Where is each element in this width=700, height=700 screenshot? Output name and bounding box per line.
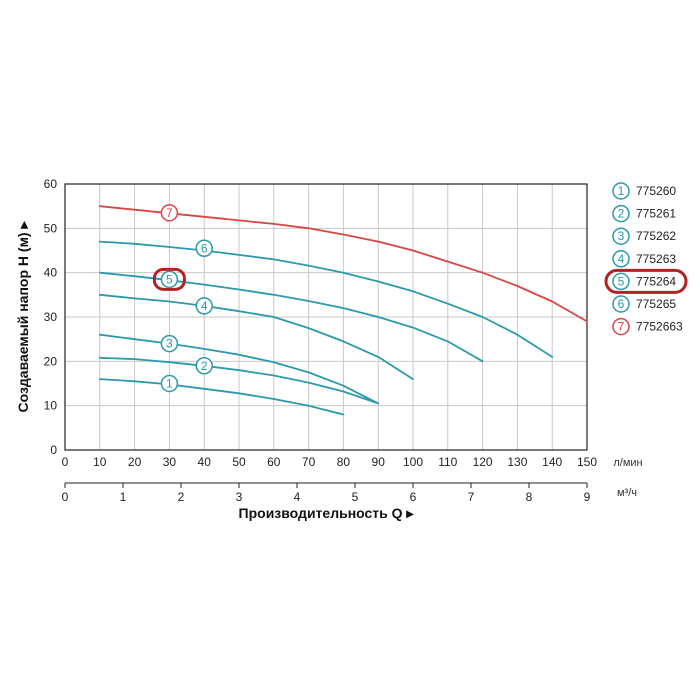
legend-badge-number: 3 bbox=[618, 229, 625, 243]
curve-badge-circle bbox=[195, 297, 213, 315]
x-tick-label: 70 bbox=[302, 455, 316, 469]
series-line-4 bbox=[98, 293, 414, 380]
y-tick-label: 20 bbox=[44, 354, 58, 368]
curve-badge-circle bbox=[160, 204, 179, 222]
x2-tick-label: 0 bbox=[62, 490, 69, 504]
curve-badge-number: 2 bbox=[201, 359, 208, 373]
legend-badge-circle bbox=[612, 250, 630, 268]
x2-tick-label: 1 bbox=[120, 490, 127, 504]
x2-tick-label: 7 bbox=[468, 490, 475, 504]
x-unit-secondary-label: м³/ч bbox=[617, 487, 637, 499]
legend-highlight-ring bbox=[604, 268, 688, 294]
series-curves bbox=[98, 205, 588, 416]
y-tick-label: 40 bbox=[44, 266, 58, 280]
x2-tick-label: 3 bbox=[236, 490, 243, 504]
curve-badge-circle bbox=[160, 374, 179, 393]
legend: 1 775260 2 775261 3 775262 4 775263 5 775264 6 7752… bbox=[604, 182, 688, 336]
x-axis-tick-labels-lpm: 0 10 20 30 40 50 60 70 80 90 100 110 120 130 140 150 bbox=[62, 455, 598, 469]
curve-number-badges: 1 2 3 4 5 6 7 bbox=[152, 204, 213, 393]
legend-badge-number: 7 bbox=[618, 320, 625, 334]
y-axis-tick-labels: 0 10 20 30 40 50 60 bbox=[44, 177, 58, 457]
curve-badge-circle bbox=[160, 270, 179, 289]
x2-tick-label: 4 bbox=[294, 490, 301, 504]
series-line-7 bbox=[98, 205, 588, 323]
legend-entry-label: 775265 bbox=[636, 297, 676, 311]
legend-badge-circle bbox=[612, 295, 630, 313]
legend-entry-label: 775263 bbox=[636, 252, 676, 266]
x-tick-label: 0 bbox=[62, 455, 69, 469]
y-tick-label: 30 bbox=[44, 310, 58, 324]
legend-badge-number: 2 bbox=[618, 207, 625, 221]
legend-entry-label: 775261 bbox=[636, 207, 676, 221]
x-tick-label: 80 bbox=[337, 455, 351, 469]
legend-badge-circle bbox=[612, 204, 630, 223]
legend-badge-circle bbox=[612, 317, 630, 336]
legend-entry-label: 775262 bbox=[636, 229, 676, 243]
curve-badge-number: 6 bbox=[201, 241, 208, 255]
legend-badge-circle bbox=[612, 227, 630, 245]
series-line-6 bbox=[98, 240, 554, 358]
legend-badge-number: 6 bbox=[618, 297, 625, 311]
x-tick-label: 130 bbox=[507, 455, 527, 469]
x-tick-label: 40 bbox=[198, 455, 212, 469]
y-tick-label: 0 bbox=[50, 443, 57, 457]
x-tick-label: 30 bbox=[163, 455, 177, 469]
curve-badge-number: 5 bbox=[166, 272, 173, 286]
x-tick-label: 10 bbox=[93, 455, 107, 469]
legend-entry-label: 775264 bbox=[636, 274, 676, 288]
legend-badge-number: 4 bbox=[618, 252, 625, 266]
x2-tick-label: 2 bbox=[178, 490, 185, 504]
x-tick-label: 140 bbox=[542, 455, 562, 469]
x-tick-label: 100 bbox=[403, 455, 423, 469]
x-axis-secondary-m3h: 0 1 2 3 4 5 6 7 8 9 bbox=[62, 482, 591, 504]
curve-badge-number: 4 bbox=[201, 299, 208, 313]
legend-badge-circle bbox=[612, 182, 630, 200]
y-tick-label: 60 bbox=[44, 177, 58, 191]
curve-badge-number: 7 bbox=[166, 206, 173, 220]
x-tick-label: 20 bbox=[128, 455, 142, 469]
x2-tick-label: 9 bbox=[584, 490, 591, 504]
series-line-1 bbox=[98, 378, 345, 416]
legend-entry-label: 775260 bbox=[636, 184, 676, 198]
legend-badge-circle bbox=[612, 272, 630, 291]
plot-area-frame bbox=[64, 183, 588, 451]
x-axis-title: Производительность Q ▸ bbox=[239, 505, 415, 521]
x2-tick-label: 8 bbox=[526, 490, 533, 504]
y-axis-title: Создаваемый напор H (м) ▸ bbox=[15, 221, 31, 413]
x2-tick-label: 5 bbox=[352, 490, 359, 504]
x-tick-label: 120 bbox=[473, 455, 493, 469]
curve-badge-circle bbox=[160, 334, 179, 353]
x-unit-primary-label: л/мин bbox=[613, 457, 642, 469]
legend-badge-number: 1 bbox=[618, 184, 625, 198]
curve-badge-number: 3 bbox=[166, 337, 173, 351]
curve-badge-circle bbox=[195, 357, 213, 375]
x-tick-label: 110 bbox=[438, 455, 457, 469]
curve-badge-number: 1 bbox=[166, 377, 173, 391]
x-tick-label: 60 bbox=[267, 455, 281, 469]
legend-badge-number: 5 bbox=[618, 274, 625, 288]
series-line-3 bbox=[98, 333, 380, 405]
y-tick-label: 50 bbox=[44, 221, 58, 235]
curve-badge-circle bbox=[195, 239, 213, 258]
legend-entry-label: 7752663 bbox=[636, 320, 683, 334]
y-tick-label: 10 bbox=[44, 399, 58, 413]
x-tick-label: 90 bbox=[372, 455, 386, 469]
highlight-ring-curve bbox=[152, 267, 186, 291]
x2-tick-label: 6 bbox=[410, 490, 417, 504]
grid-lines bbox=[65, 184, 587, 450]
x-tick-label: 150 bbox=[577, 455, 597, 469]
x-tick-label: 50 bbox=[232, 455, 246, 469]
series-line-2 bbox=[98, 356, 380, 405]
